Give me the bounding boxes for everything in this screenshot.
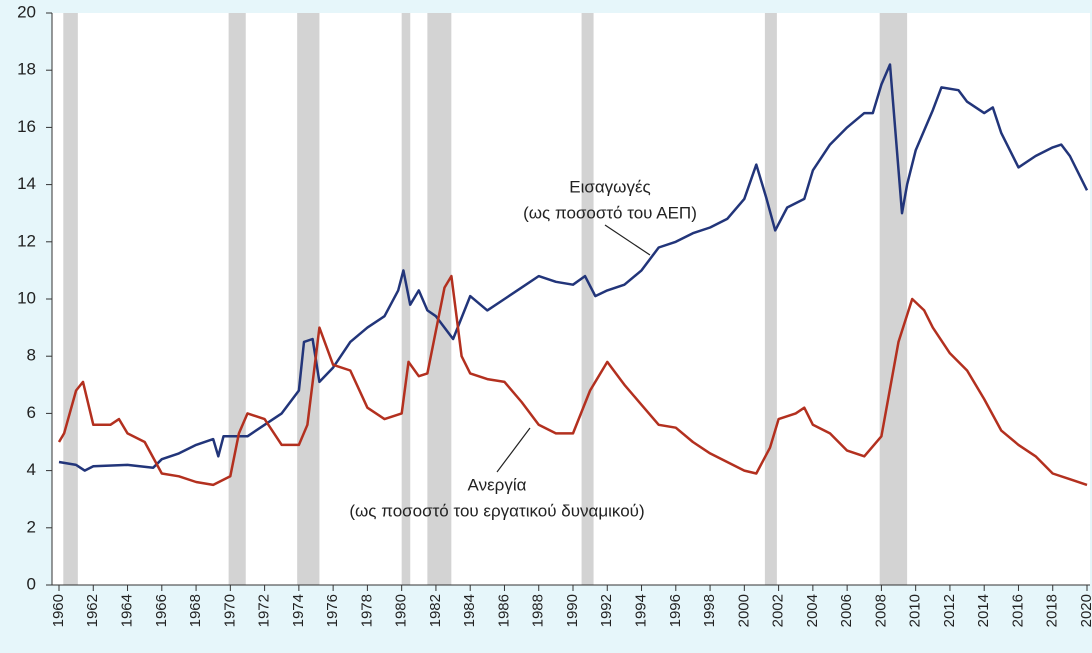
x-tick-label: 1984 [461, 594, 478, 627]
x-tick-label: 2006 [838, 594, 855, 627]
recession-band [427, 13, 452, 585]
x-tick-label: 1964 [119, 594, 136, 627]
y-tick-label: 12 [17, 231, 36, 250]
x-tick-label: 1968 [187, 594, 204, 627]
recession-band [228, 13, 246, 585]
x-tick-label: 1986 [495, 594, 512, 627]
x-tick-label: 1976 [324, 594, 341, 627]
x-tick-label: 1990 [564, 594, 581, 627]
y-tick-label: 14 [17, 174, 36, 193]
x-tick-label: 1966 [153, 594, 170, 627]
series-line [57, 274, 1088, 487]
annotation-leader [604, 224, 651, 256]
x-tick-label: 1998 [701, 594, 718, 627]
x-tick-label: 1980 [393, 594, 410, 627]
annotation: Ανεργία [468, 475, 527, 494]
x-tick-label: 1996 [667, 594, 684, 627]
y-tick-label: 6 [27, 403, 36, 422]
y-tick-label: 20 [17, 2, 36, 21]
series-line [58, 63, 1089, 472]
x-tick-label: 1982 [427, 594, 444, 627]
x-tick-label: 1960 [50, 594, 67, 627]
x-tick-label: 2000 [735, 594, 752, 627]
x-tick-label: 2020 [1078, 594, 1092, 627]
annotation: (ως ποσοστό του εργατικού δυναμικού) [349, 501, 644, 520]
x-tick-label: 2018 [1044, 594, 1061, 627]
y-tick-label: 10 [17, 288, 36, 307]
x-tick-label: 1972 [256, 594, 273, 627]
y-tick-label: 16 [17, 117, 36, 136]
x-tick-label: 2008 [872, 594, 889, 627]
plot-area [52, 13, 1090, 585]
x-tick-label: 1978 [358, 594, 375, 627]
recession-band [401, 13, 411, 585]
y-tick-label: 0 [27, 574, 36, 593]
x-tick-label: 1970 [221, 594, 238, 627]
annotation-leader [496, 427, 531, 473]
recession-band [581, 13, 594, 585]
y-tick-label: 18 [17, 60, 36, 79]
x-tick-label: 1994 [633, 594, 650, 627]
annotation: (ως ποσοστό του ΑΕΠ) [523, 203, 697, 222]
recession-band [764, 13, 777, 585]
y-tick-label: 2 [27, 517, 36, 536]
annotation: Εισαγωγές [569, 177, 650, 196]
x-tick-label: 2010 [907, 594, 924, 627]
x-tick-label: 2004 [804, 594, 821, 627]
recession-band [297, 13, 320, 585]
x-tick-label: 2016 [1009, 594, 1026, 627]
x-tick-label: 1992 [598, 594, 615, 627]
y-tick-label: 8 [27, 346, 36, 365]
x-tick-label: 2002 [770, 594, 787, 627]
x-tick-label: 1962 [84, 594, 101, 627]
x-tick-label: 2012 [941, 594, 958, 627]
y-tick-label: 4 [27, 460, 36, 479]
x-tick-label: 2014 [975, 594, 992, 627]
x-tick-label: 1988 [530, 594, 547, 627]
recession-band [63, 13, 78, 585]
x-tick-label: 1974 [290, 594, 307, 627]
